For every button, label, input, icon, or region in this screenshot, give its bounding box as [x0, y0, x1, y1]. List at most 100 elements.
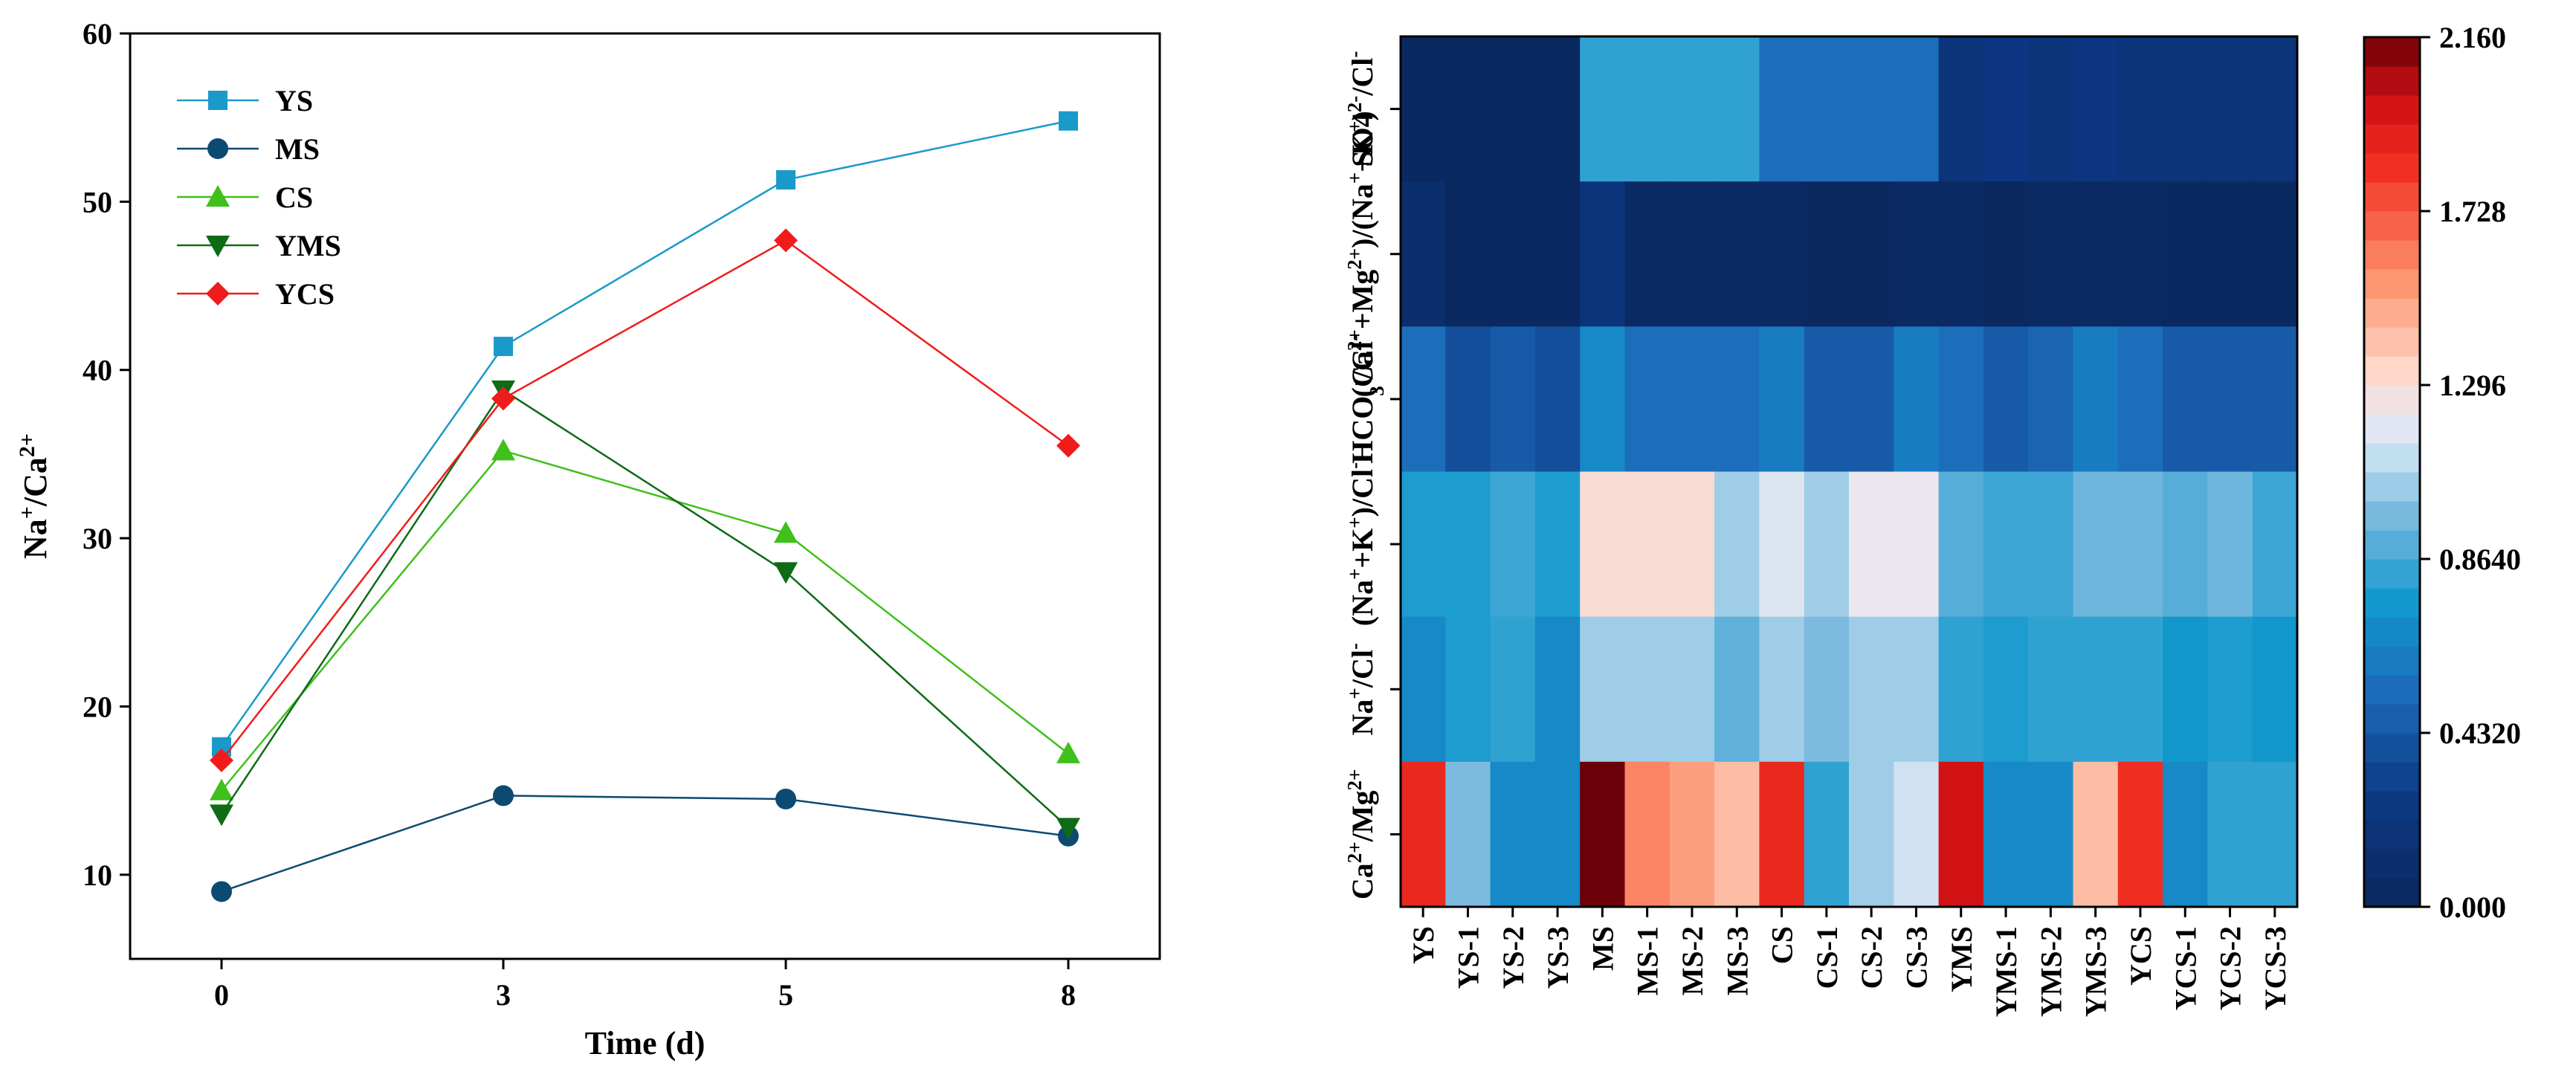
heatmap-row — [1401, 471, 2298, 618]
data-point — [211, 881, 232, 902]
heatmap-cell — [1894, 471, 1940, 618]
heatmap-row — [1401, 36, 2298, 182]
x-axis-label: Time (d) — [585, 1025, 706, 1061]
colorbar-segment — [2364, 95, 2420, 125]
heatmap-cell — [1894, 36, 1940, 182]
heatmap-row — [1401, 616, 2298, 763]
colorbar-segment — [2364, 849, 2420, 879]
data-point — [491, 387, 515, 411]
data-point — [1056, 741, 1080, 763]
y-tick-label: 20 — [83, 690, 112, 723]
colorbar-segment — [2364, 385, 2420, 415]
heatmap-cell — [2117, 181, 2163, 327]
row-label: Na+/Cl- — [1343, 643, 1379, 735]
plot-frame — [129, 32, 1161, 960]
heatmap-cell — [2163, 326, 2208, 473]
col-label: YS-3 — [1541, 926, 1575, 989]
col-label: YCS-2 — [2214, 926, 2247, 1010]
col-label: YS — [1407, 926, 1440, 964]
heatmap-cell — [2028, 181, 2074, 327]
heatmap-cell — [2117, 36, 2163, 182]
heatmap-cell — [2207, 181, 2253, 327]
x-tick-label: 5 — [778, 978, 793, 1012]
heatmap-row — [1401, 181, 2298, 327]
colorbar-tick-label: 1.728 — [2439, 195, 2506, 228]
col-label: CS-3 — [1899, 926, 1933, 989]
heatmap-cell — [1669, 181, 1715, 327]
heatmap-cell — [1401, 326, 1446, 473]
heatmap-cell — [1445, 36, 1491, 182]
heatmap-cell — [1490, 326, 1536, 473]
data-point — [775, 788, 796, 809]
heatmap-cell — [1849, 326, 1894, 473]
data-point — [491, 439, 515, 461]
heatmap-cell — [1714, 181, 1760, 327]
heatmap-cell — [2117, 326, 2163, 473]
row-label: Ca2+/Mg2+ — [1343, 769, 1379, 900]
col-label: CS-1 — [1810, 926, 1844, 989]
heatmap-cell — [2252, 761, 2298, 908]
colorbar-segment — [2364, 820, 2420, 850]
heatmap-cell — [1624, 326, 1670, 473]
heatmap-row — [1401, 761, 2298, 908]
heatmap-cell — [1983, 471, 2029, 618]
col-label: YS-1 — [1451, 926, 1485, 989]
heatmap-cell — [1714, 761, 1760, 908]
heatmap-cell — [1401, 471, 1446, 618]
data-point — [493, 785, 514, 806]
heatmap-cell — [1534, 36, 1581, 182]
col-label: MS — [1586, 926, 1619, 971]
heatmap-cell — [1490, 761, 1536, 908]
heatmap-cell — [1624, 616, 1670, 763]
series-line — [220, 120, 1069, 748]
data-point — [776, 169, 795, 190]
heatmap-cell — [1580, 326, 1626, 473]
data-point — [774, 521, 798, 543]
heatmap-cell — [1759, 761, 1805, 908]
heatmap-cell — [1759, 471, 1805, 618]
colorbar-segment — [2364, 37, 2420, 67]
colorbar-segment — [2364, 66, 2420, 96]
series-cs — [210, 439, 1080, 801]
heatmap-cell — [1580, 616, 1626, 763]
heatmap-cell — [2028, 471, 2074, 618]
colorbar-segment — [2364, 211, 2420, 241]
colorbar-tick-label: 1.296 — [2439, 369, 2506, 402]
heatmap-cell — [1490, 36, 1536, 182]
data-point — [494, 337, 513, 357]
col-label: YMS-1 — [1989, 926, 2023, 1017]
colorbar-segment — [2364, 501, 2420, 531]
heatmap-cell — [2073, 36, 2119, 182]
heatmap-cell — [1849, 36, 1894, 182]
heatmap-cell — [1445, 616, 1491, 763]
heatmap-cell — [1849, 616, 1894, 763]
data-point — [774, 562, 798, 584]
heatmap-frame — [1399, 35, 2299, 908]
heatmap-cell — [1580, 471, 1626, 618]
series-ms — [211, 785, 1079, 902]
colorbar-segment — [2364, 704, 2420, 734]
heatmap-cell — [1445, 181, 1491, 327]
legend-marker — [206, 236, 230, 257]
col-label: YCS — [2124, 926, 2157, 986]
heatmap-cell — [2207, 616, 2253, 763]
colorbar-segment — [2364, 617, 2420, 647]
colorbar-segment — [2364, 530, 2420, 560]
col-label: CS — [1766, 926, 1799, 964]
col-label: CS-2 — [1855, 926, 1888, 989]
heatmap-cell — [1983, 761, 2029, 908]
heatmap-cell — [1894, 616, 1940, 763]
heatmap-cell — [1580, 181, 1626, 327]
heatmap-cell — [1759, 181, 1805, 327]
heatmap-cell — [2073, 326, 2119, 473]
col-label: YCS-1 — [2169, 926, 2202, 1010]
heatmap-cell — [2117, 471, 2163, 618]
colorbar-segment — [2364, 153, 2420, 183]
heatmap-cell — [1490, 471, 1536, 618]
heatmap-cell — [1401, 36, 1446, 182]
line-chart: 10 20 30 40 50 60 0 3 5 8 Time (d) Na+/Ca2+ YS MS CS YM… — [15, 17, 1161, 1061]
heatmap-cell — [1938, 36, 1984, 182]
heatmap-cell — [2163, 181, 2208, 327]
heatmap-cell — [2163, 36, 2208, 182]
heatmap-cell — [2252, 36, 2298, 182]
